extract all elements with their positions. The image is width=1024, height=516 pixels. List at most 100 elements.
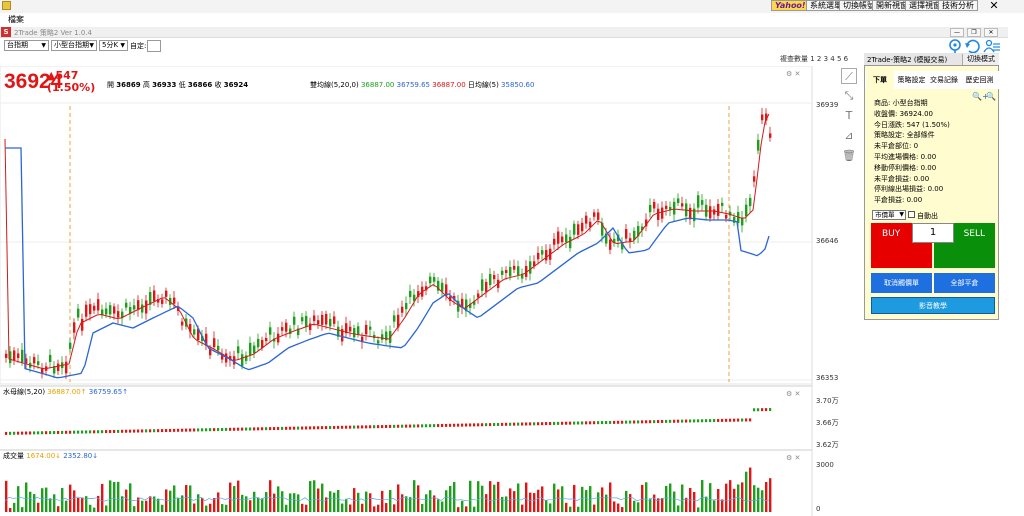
candle-body <box>277 333 280 343</box>
price-chart[interactable]: ⚙ ✕ ⚙ ✕ ⚙ ✕ <box>0 66 860 516</box>
volume-legend: 成交量 1674.00↓ 2352.80↓ <box>3 452 99 460</box>
candle-body <box>669 206 672 210</box>
volume-bar <box>29 491 32 512</box>
indicator-bar <box>637 420 640 424</box>
candle-body <box>493 275 496 280</box>
indicator-bar <box>561 421 564 425</box>
menu-file[interactable]: 檔案 <box>8 15 24 24</box>
yahoo-button[interactable]: Yahoo! <box>771 0 810 11</box>
app-close-button[interactable]: ✕ <box>989 0 999 12</box>
candle-body <box>581 222 584 232</box>
minimize-button[interactable]: — <box>950 28 964 37</box>
candle-body <box>701 200 704 205</box>
text-tool-icon[interactable]: T <box>845 109 853 122</box>
tab-backtest[interactable]: 歷史回測 <box>965 76 994 84</box>
indicator-bar <box>253 427 256 431</box>
indicator-bar <box>533 422 536 426</box>
volume-bar <box>241 494 244 512</box>
indicator-bar <box>693 419 696 423</box>
technical-analysis-button[interactable]: 技術分析 <box>938 0 978 11</box>
volume-bar <box>485 494 488 512</box>
drawing-tools: ⟋ ⤡ T ⊿ 🗑 <box>838 66 860 170</box>
volume-bar <box>197 494 200 512</box>
window-close-button[interactable]: ✕ <box>984 28 998 37</box>
volume-bar <box>601 487 604 512</box>
volume-bar <box>217 492 220 512</box>
indicator-bar <box>169 428 172 432</box>
video-tutorial-button[interactable]: 影音教學 <box>871 297 995 314</box>
indicator-bar <box>365 425 368 429</box>
interval-select[interactable]: 5分K ▼ <box>99 40 128 51</box>
volume-bar <box>313 480 316 512</box>
fibonacci-icon[interactable]: ⊿ <box>844 129 854 142</box>
candle-body <box>441 282 444 292</box>
volume-bar <box>669 483 672 512</box>
tab-trade-records[interactable]: 交易記錄 <box>930 76 958 84</box>
indicator-bar <box>393 424 396 428</box>
volume-bar <box>441 501 444 512</box>
location-pin-icon[interactable] <box>949 39 961 53</box>
close-all-button[interactable]: 全部平倉 <box>934 273 995 293</box>
volume-bar <box>705 496 708 512</box>
line-segment-icon[interactable]: ⤡ <box>844 89 854 102</box>
indicator-bar <box>477 423 480 427</box>
product-select[interactable]: 台指期 ▼ <box>4 40 49 51</box>
volume-bar <box>125 489 128 512</box>
candle-body <box>65 361 68 374</box>
indicator-bar <box>305 426 308 430</box>
candle-body <box>501 270 504 275</box>
auto-exit-checkbox[interactable] <box>908 211 915 218</box>
order-type-select[interactable]: 市價單 ▼ <box>872 210 906 220</box>
volume-bar <box>285 504 288 512</box>
quantity-input[interactable]: 1 <box>912 223 954 243</box>
maximize-button[interactable]: ❐ <box>967 28 981 37</box>
volume-bar <box>577 506 580 512</box>
candle-body <box>577 224 580 235</box>
indicator-bar <box>769 408 772 412</box>
tab-strategy-settings[interactable]: 策略設定 <box>897 76 926 84</box>
candle-body <box>301 317 304 322</box>
volume-bar <box>673 491 676 512</box>
candle-body <box>121 311 124 319</box>
candle-body <box>465 299 468 312</box>
trendline-icon[interactable]: ⟋ <box>841 68 857 84</box>
volume-axis-tick: 0 <box>816 505 821 513</box>
indicator-bar <box>21 431 24 435</box>
candle-body <box>661 207 664 219</box>
tab-order[interactable]: 下單 <box>866 71 894 89</box>
indicator-bar <box>101 430 104 434</box>
switch-mode-button[interactable]: 切換模式 <box>962 54 999 65</box>
volume-bar <box>133 506 136 512</box>
cancel-trigger-orders-button[interactable]: 取消觸價單 <box>871 273 932 293</box>
trash-icon[interactable]: 🗑 <box>842 149 856 162</box>
candle-body <box>769 133 772 138</box>
candle-body <box>109 305 112 315</box>
volume-bar <box>73 490 76 512</box>
volume-bar <box>761 490 764 512</box>
volume-bar <box>569 506 572 512</box>
candle-body <box>117 311 120 318</box>
refresh-icon[interactable] <box>965 39 980 54</box>
indicator-bar <box>201 428 204 432</box>
zoom-out-icon[interactable]: 🔍 <box>986 92 996 101</box>
indicator-bar <box>509 422 512 426</box>
custom-interval-input[interactable] <box>147 40 161 52</box>
volume-bar <box>625 490 628 512</box>
candle-body <box>101 309 104 316</box>
volume-bar <box>629 494 632 512</box>
candle-body <box>729 211 732 216</box>
zoom-in-icon[interactable]: 🔍+ <box>972 92 989 101</box>
candle-body <box>197 328 200 341</box>
contract-select[interactable]: 小型台指期 ▼ <box>51 40 97 51</box>
indicator-bar <box>197 428 200 432</box>
indicator-bar <box>625 420 628 424</box>
indicator-bar <box>349 425 352 429</box>
settings-user-icon[interactable] <box>983 39 1000 53</box>
candle-body <box>305 315 308 328</box>
candle-body <box>677 198 680 203</box>
volume-bar <box>13 502 16 512</box>
candle-body <box>93 305 96 311</box>
candle-body <box>589 221 592 228</box>
volume-bar <box>93 507 96 512</box>
volume-bar <box>209 503 212 512</box>
